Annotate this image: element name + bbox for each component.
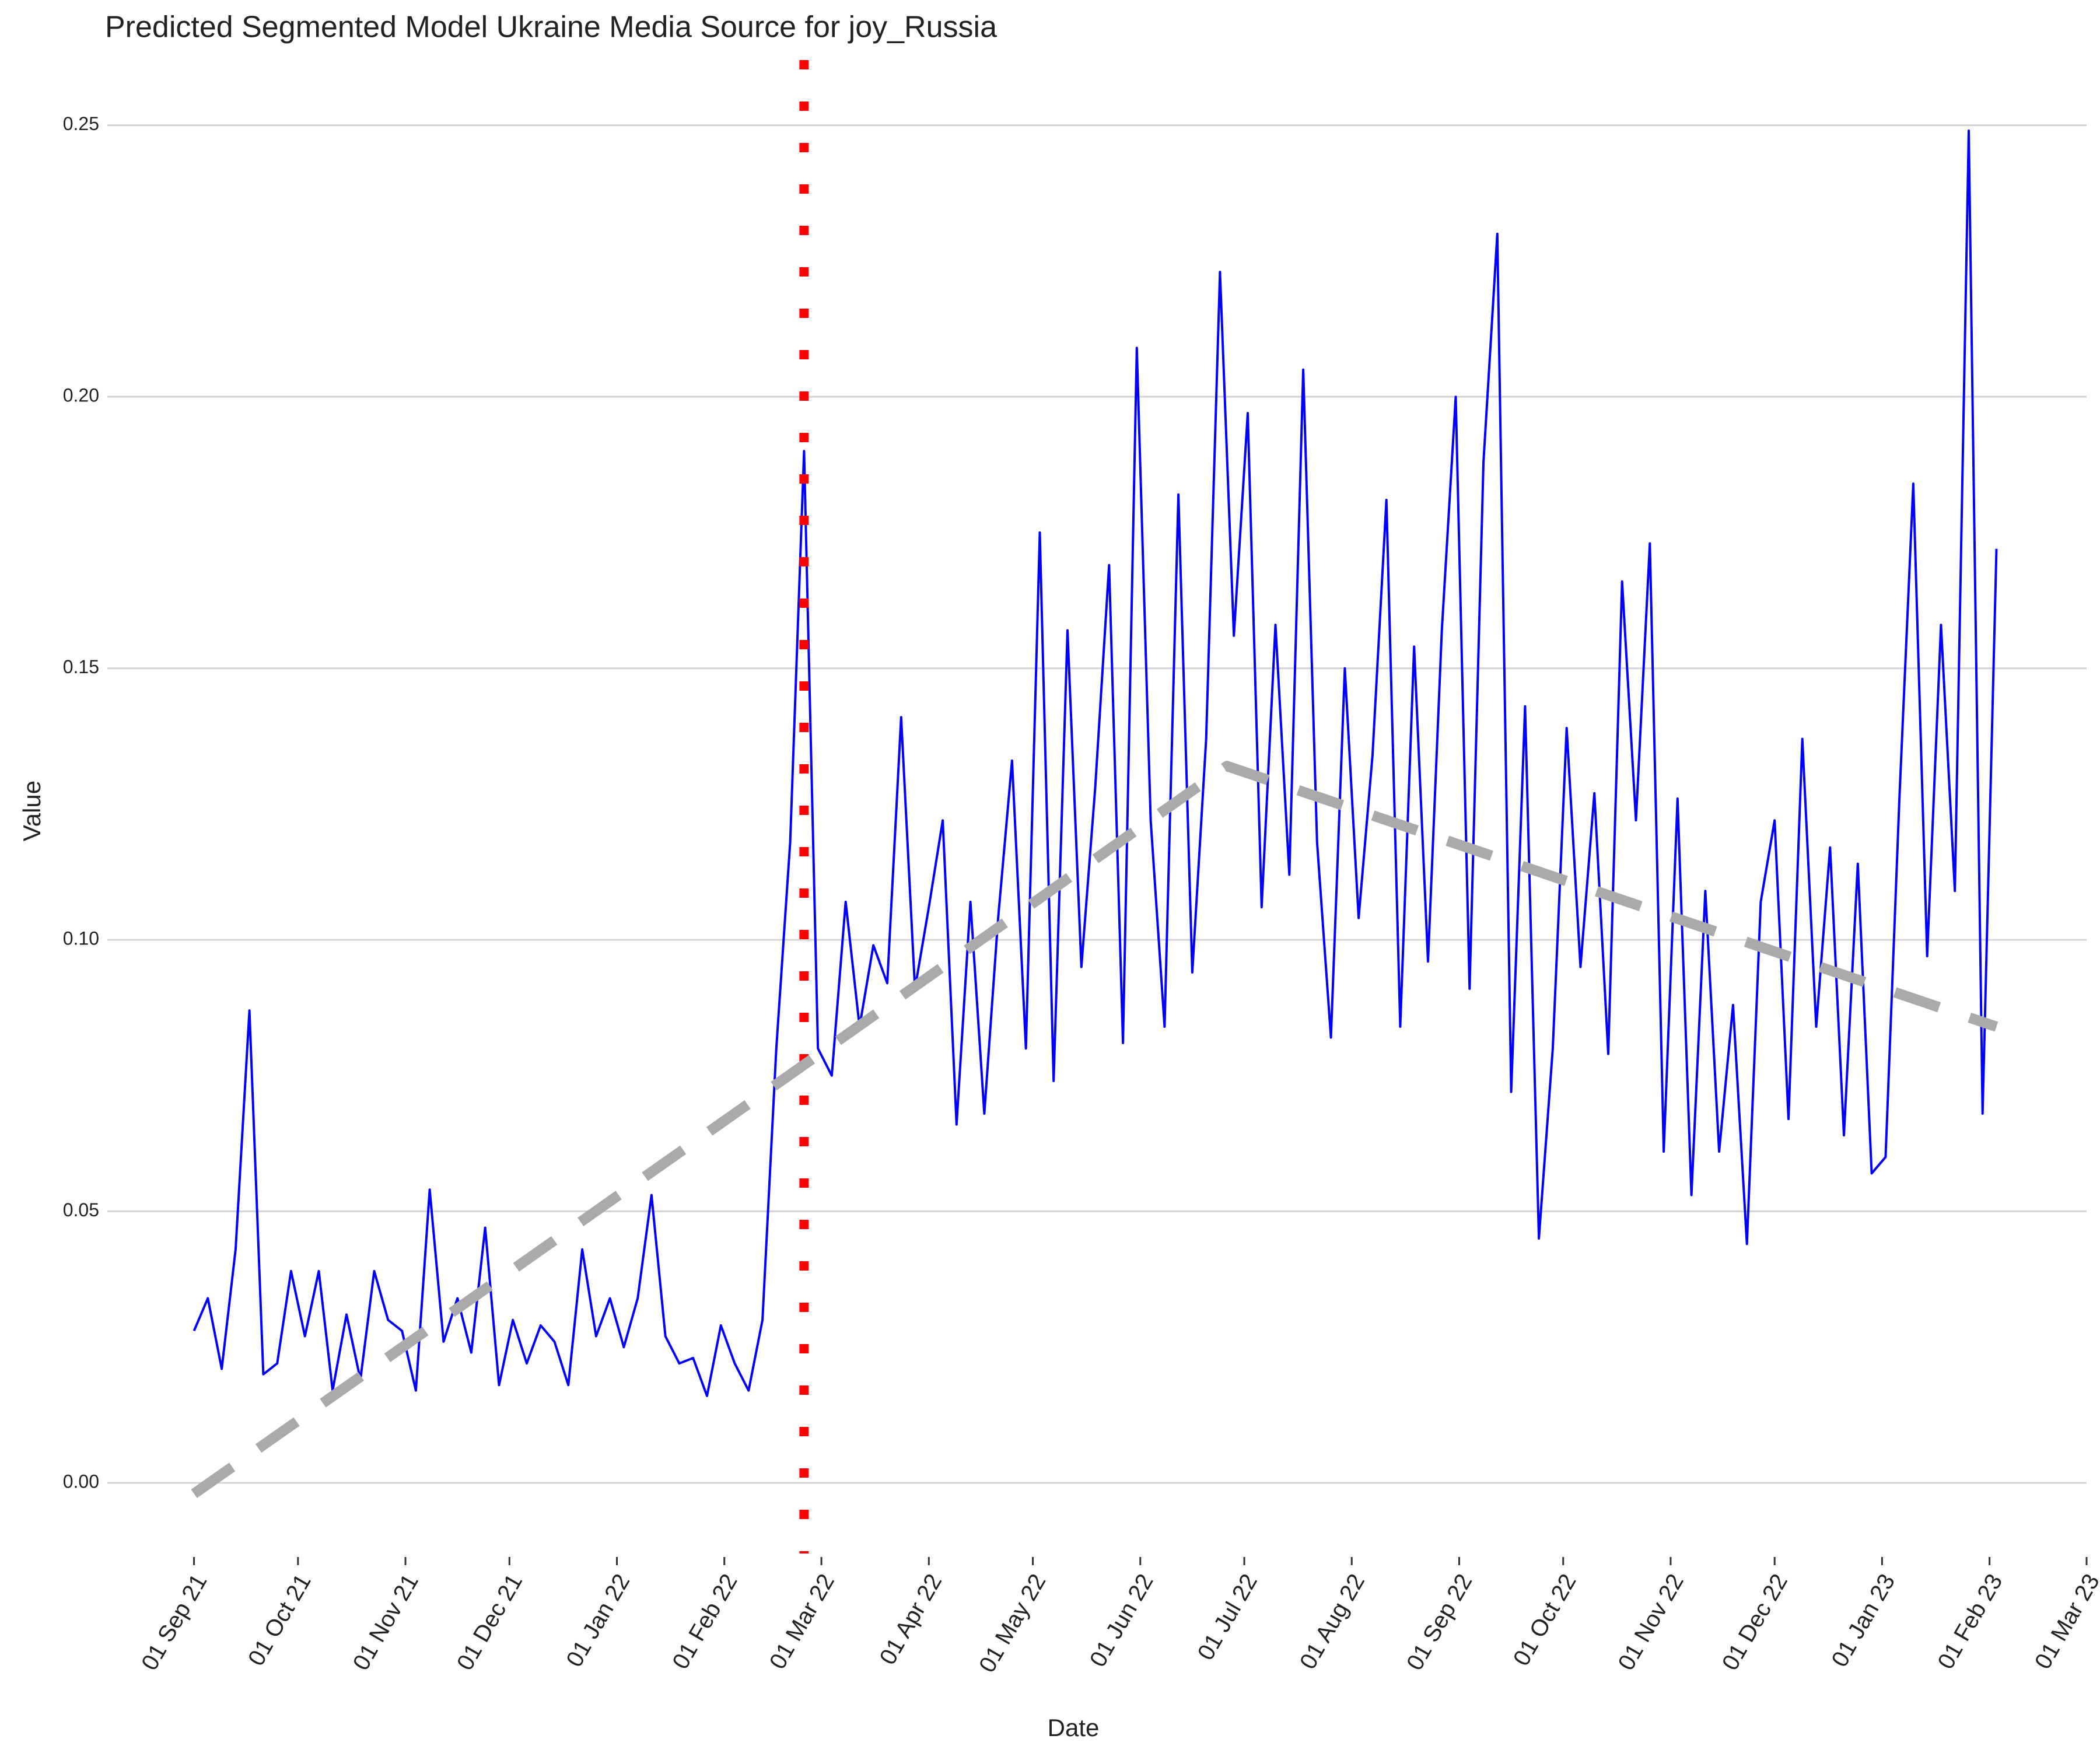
x-axis-title: Date — [1048, 1714, 1100, 1741]
y-tick-label: 0.25 — [63, 113, 99, 134]
trend-line — [191, 761, 1999, 1498]
y-tick-label: 0.05 — [63, 1199, 99, 1220]
data-line — [192, 130, 1998, 1397]
y-axis-title: Value — [18, 781, 46, 841]
y-tick-label: 0.10 — [63, 928, 99, 949]
y-tick-label: 0.20 — [63, 385, 99, 406]
chart-title: Predicted Segmented Model Ukraine Media … — [105, 11, 997, 44]
y-tick-label: 0.00 — [63, 1471, 99, 1492]
y-tick-label: 0.15 — [63, 656, 99, 677]
